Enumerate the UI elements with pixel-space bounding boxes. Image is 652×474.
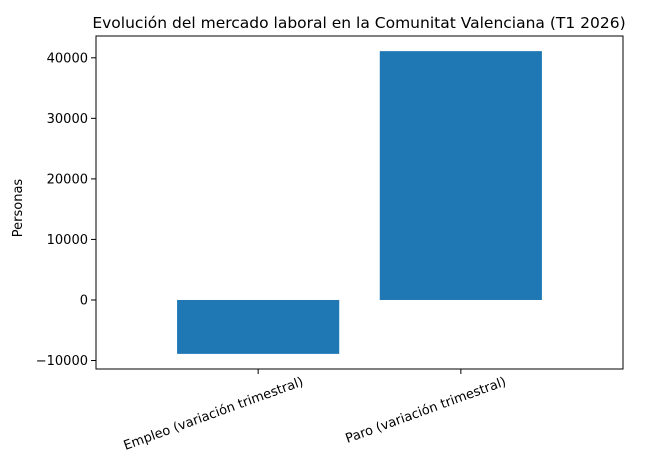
y-axis-ticks: −10000 0 10000 20000 30000 40000 — [36, 51, 96, 369]
bar-1 — [379, 51, 542, 300]
chart-title: Evolución del mercado laboral en la Comu… — [92, 14, 625, 32]
x-axis-ticks: Empleo (variación trimestral) Paro (varia… — [122, 369, 509, 454]
y-tick-label: 30000 — [47, 112, 88, 127]
x-tick-label: Paro (variación trimestral) — [344, 375, 509, 447]
y-tick-label: 40000 — [47, 51, 88, 66]
y-tick-label: 20000 — [47, 172, 88, 187]
y-tick-label: 0 — [80, 293, 88, 308]
bar-0 — [177, 299, 340, 354]
plot-frame — [95, 35, 624, 370]
y-tick-label: 10000 — [47, 233, 88, 248]
y-tick-label: −10000 — [36, 354, 88, 369]
x-tick-label: Empleo (variación trimestral) — [122, 375, 306, 454]
y-axis-label: Personas — [11, 179, 26, 238]
bars-layer — [177, 51, 542, 354]
